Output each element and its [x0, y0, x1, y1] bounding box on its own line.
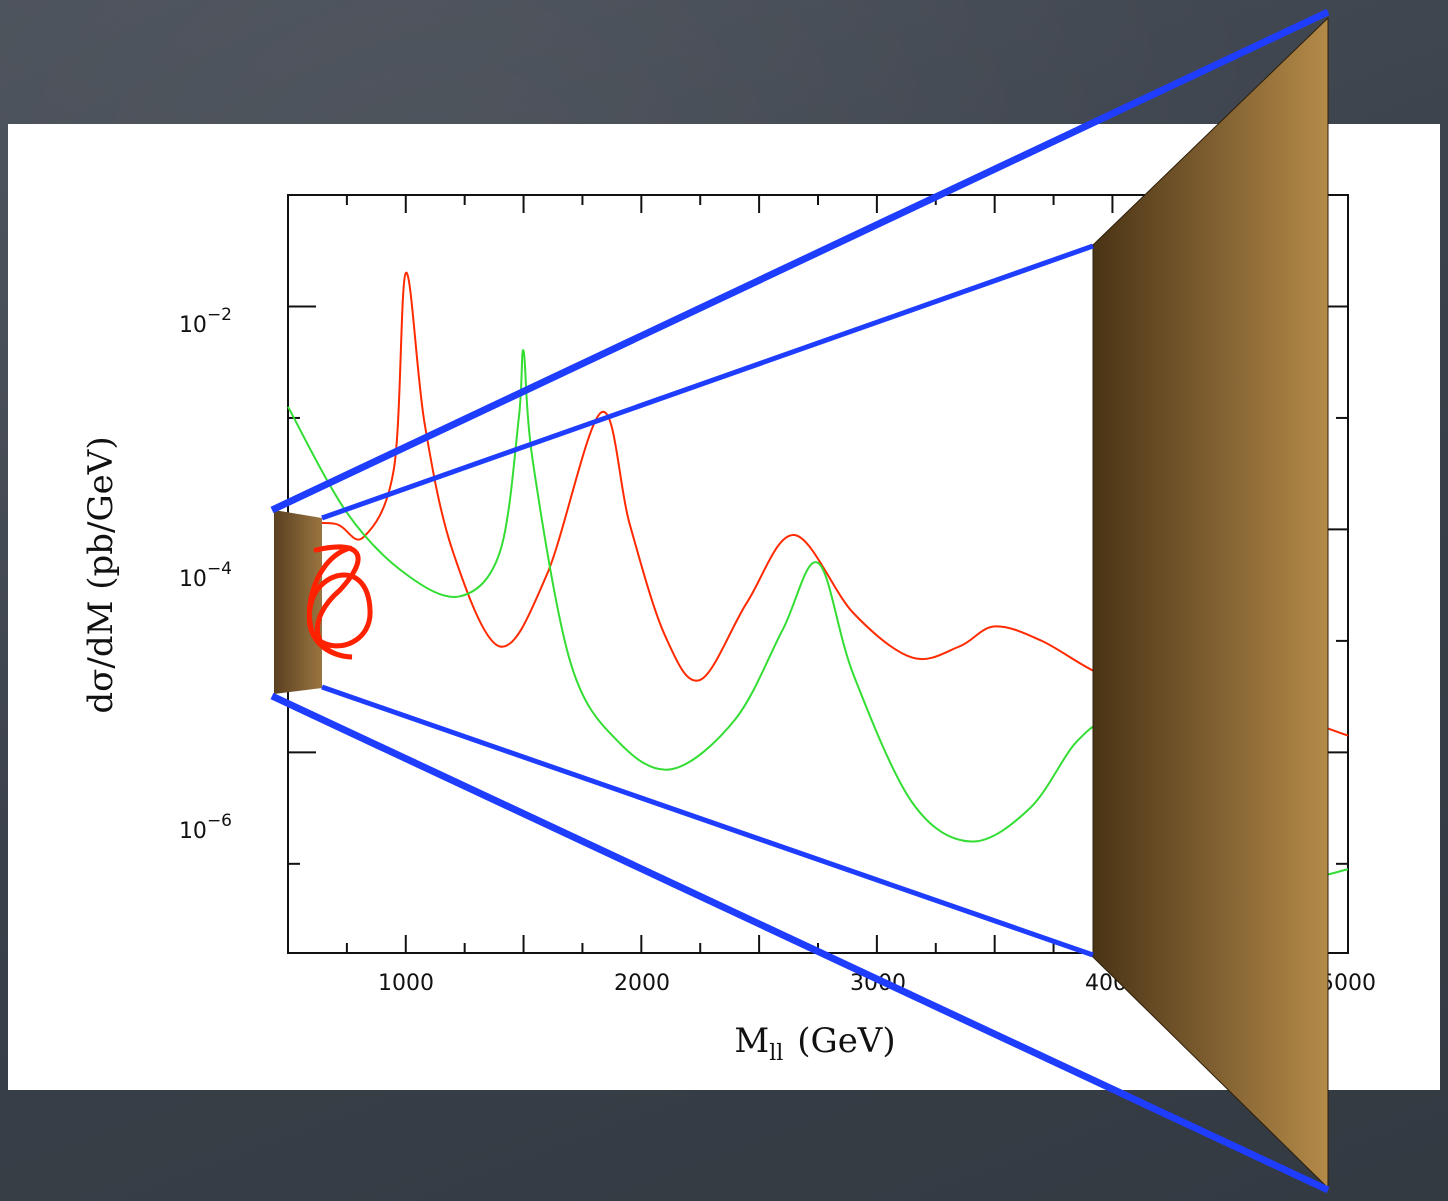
perspective-line-top-inner: [321, 243, 1094, 521]
x-tick-label-2000: 2000: [614, 971, 670, 996]
perspective-overlay: [270, 8, 1330, 1194]
x-axis-title: Mll (GeV): [734, 1021, 895, 1066]
perspective-line-bottom-inner: [321, 684, 1094, 958]
y-tick-label-1e-2: 10−2: [179, 305, 232, 338]
y-tick-label-1e-6: 10−6: [179, 811, 232, 844]
red-squiggle-knot: [306, 544, 373, 660]
x-tick-label-1000: 1000: [378, 971, 434, 996]
x-tick-label-5000: 5000: [1320, 971, 1376, 996]
small-brown-slab: [274, 510, 322, 694]
y-axis-title: dσ/dM (pb/GeV): [81, 436, 121, 713]
large-brown-slab: [1092, 16, 1329, 1190]
perspective-line-top-outer: [270, 8, 1330, 514]
y-tick-label-1e-4: 10−4: [179, 559, 232, 592]
perspective-line-bottom-outer: [270, 692, 1330, 1194]
series-line-red: [287, 271, 1349, 737]
